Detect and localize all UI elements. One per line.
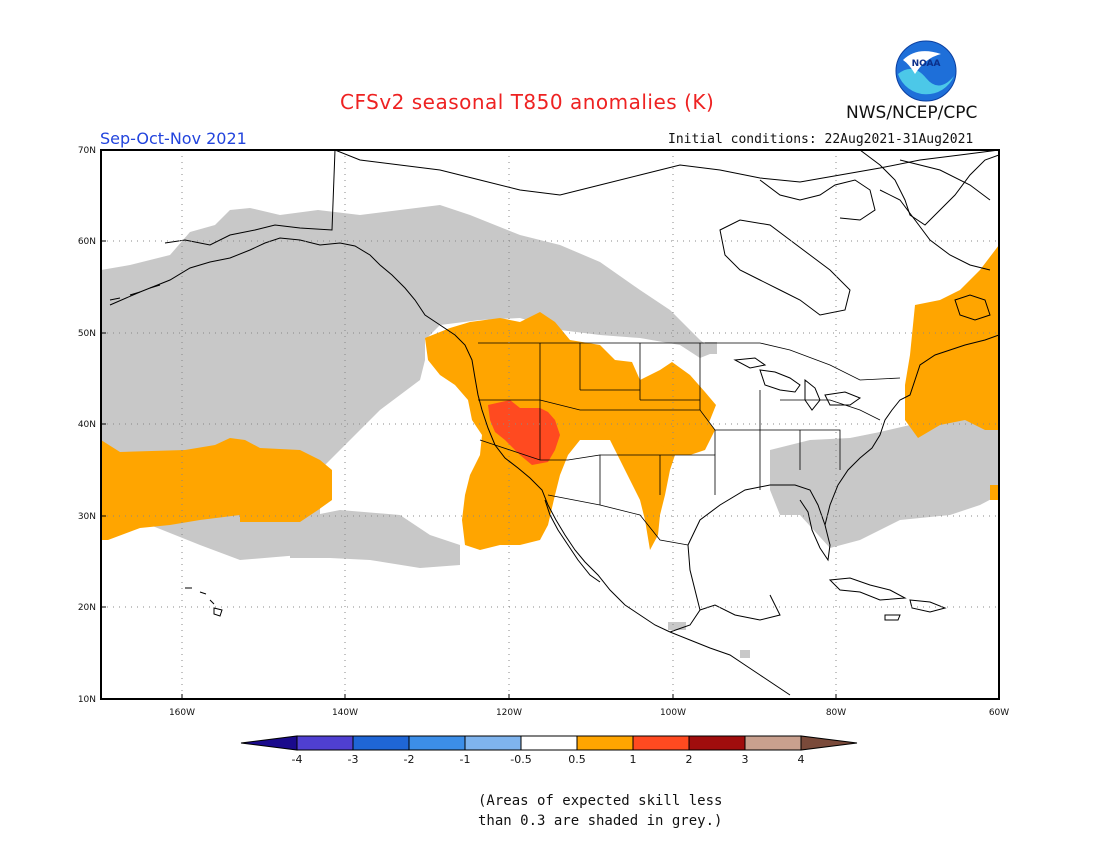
- lat-label: 10N: [78, 695, 96, 705]
- lon-label: 140W: [332, 708, 358, 718]
- lat-label: 20N: [78, 603, 96, 613]
- lat-label: 40N: [78, 420, 96, 430]
- lat-label: 30N: [78, 512, 96, 522]
- warm-anomaly-red: [488, 400, 560, 465]
- lon-label: 100W: [660, 708, 686, 718]
- skill-note-line-1: (Areas of expected skill less: [478, 793, 723, 809]
- skill-note: (Areas of expected skill less than 0.3 a…: [478, 791, 722, 831]
- skill-note-line-2: than 0.3 are shaded in grey.): [478, 813, 723, 829]
- lat-label: 60N: [78, 237, 96, 247]
- lat-label: 70N: [78, 146, 96, 156]
- lon-label: 60W: [989, 708, 1009, 718]
- lon-label: 160W: [169, 708, 195, 718]
- lat-label: 50N: [78, 329, 96, 339]
- noaa-logo: NOAA: [895, 40, 957, 102]
- season-label: Sep-Oct-Nov 2021: [100, 129, 247, 148]
- initial-conditions-label: Initial conditions: 22Aug2021-31Aug2021: [668, 132, 974, 147]
- political-borders: [478, 342, 901, 546]
- noaa-logo-text: NOAA: [912, 59, 941, 69]
- coastlines: [109, 150, 999, 696]
- agency-label: NWS/NCEP/CPC: [846, 103, 978, 123]
- warm-anomaly-orange: [101, 245, 999, 550]
- chart-title: CFSv2 seasonal T850 anomalies (K): [340, 90, 715, 114]
- lon-label: 120W: [496, 708, 522, 718]
- lon-label: 80W: [826, 708, 846, 718]
